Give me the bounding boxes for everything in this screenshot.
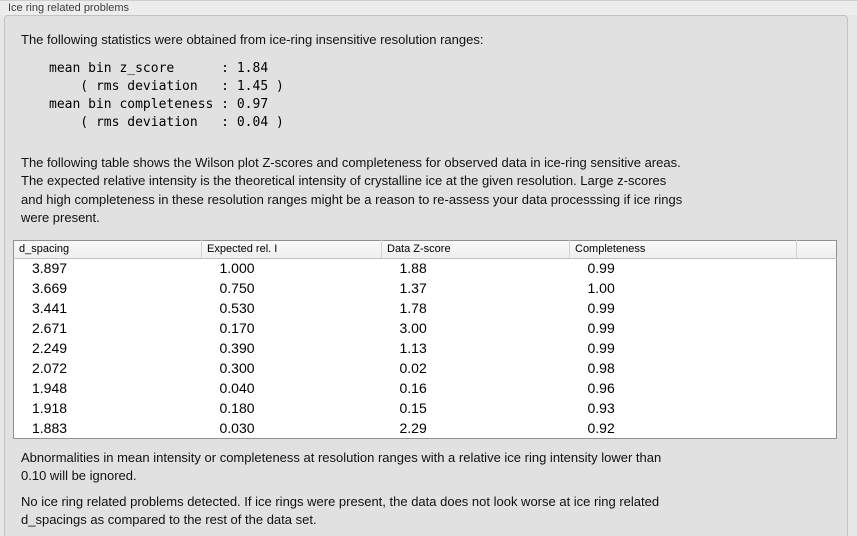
table-cell: 3.00 (399, 320, 427, 336)
table-cell: 0.99 (587, 260, 615, 277)
table-row[interactable]: 1.948 0.040 0.16 0.96 (14, 378, 837, 398)
column-header[interactable]: Data Z-score (381, 240, 570, 259)
table-cell (797, 338, 837, 358)
section-title: Ice ring related problems (8, 1, 130, 14)
column-header[interactable]: Completeness (569, 240, 797, 259)
ignore-note-text: Abnormalities in mean intensity or compl… (21, 449, 662, 484)
table-cell: 1.88 (399, 260, 427, 277)
ice-ring-panel: The following statistics were obtained f… (4, 15, 848, 536)
description-text: The following table shows the Wilson plo… (21, 154, 683, 226)
table-cell: 0.530 (219, 300, 255, 316)
table-cell (797, 398, 837, 418)
table-cell (797, 318, 837, 338)
table-cell (797, 418, 837, 438)
table-cell: 3.897 (32, 260, 68, 277)
table-row[interactable]: 2.072 0.300 0.02 0.98 (14, 358, 837, 378)
conclusion-text: No ice ring related problems detected. I… (21, 493, 660, 528)
table-row[interactable]: 1.883 0.030 2.29 0.92 (14, 418, 837, 438)
table-cell: 3.669 (32, 280, 68, 296)
column-header[interactable] (796, 240, 837, 259)
table-cell: 1.918 (32, 400, 68, 416)
column-header[interactable]: d_spacing (13, 240, 202, 259)
table-cell (797, 278, 837, 298)
table-row[interactable]: 3.897 1.000 1.88 0.99 (14, 258, 837, 278)
table-cell (797, 258, 837, 278)
table-cell: 0.92 (587, 419, 615, 436)
table-cell: 2.072 (32, 360, 68, 376)
table-cell: 1.78 (399, 300, 427, 316)
table-row[interactable]: 2.671 0.170 3.00 0.99 (14, 318, 837, 338)
table-cell: 0.300 (219, 360, 255, 376)
table-cell: 0.16 (399, 380, 427, 396)
table-row[interactable]: 1.918 0.180 0.15 0.93 (14, 398, 837, 418)
table-cell: 1.948 (32, 380, 68, 396)
table-body: 3.897 1.000 1.88 0.99 3.669 0.750 1.37 1.00 3.44… (14, 258, 837, 438)
table-cell: 0.99 (587, 320, 615, 336)
table-cell: 0.99 (587, 300, 615, 316)
table-cell: 0.98 (587, 360, 615, 376)
table-cell: 1.00 (587, 280, 615, 296)
table-head: d_spacing Expected rel. I Data Z-score Comp… (13, 240, 837, 259)
table-cell: 0.02 (399, 360, 427, 376)
table-cell: 0.180 (219, 400, 255, 416)
table-cell: 0.030 (219, 419, 255, 436)
table-cell: 1.000 (219, 260, 255, 277)
table-cell: 0.390 (219, 340, 255, 356)
table-cell: 0.96 (587, 380, 615, 396)
stats-block: mean bin z_score : 1.84 ( rms deviation … (49, 60, 284, 130)
table-row[interactable]: 3.669 0.750 1.37 1.00 (14, 278, 837, 298)
table-cell: 1.883 (32, 419, 68, 436)
intro-text: The following statistics were obtained f… (21, 32, 484, 47)
section-header: Ice ring related problems (0, 1, 857, 15)
table-row[interactable]: 3.441 0.530 1.78 0.99 (14, 298, 837, 318)
table-cell: 1.13 (399, 340, 427, 356)
table-cell (797, 358, 837, 378)
table-cell: 0.93 (587, 400, 615, 416)
table-cell: 0.040 (219, 380, 255, 396)
table-cell: 3.441 (32, 300, 68, 316)
table-cell: 0.170 (219, 320, 255, 336)
table-cell (797, 378, 837, 398)
table-cell: 2.249 (32, 340, 68, 356)
table-cell: 1.37 (399, 280, 427, 296)
table-cell: 0.15 (399, 400, 427, 416)
table-cell: 0.99 (587, 340, 615, 356)
table-cell: 2.671 (32, 320, 68, 336)
ice-ring-table: d_spacing Expected rel. I Data Z-score Comp… (13, 239, 837, 439)
table-cell: 0.750 (219, 280, 255, 296)
table-header-row: d_spacing Expected rel. I Data Z-score Comp… (13, 240, 837, 259)
table-row[interactable]: 2.249 0.390 1.13 0.99 (14, 338, 837, 358)
column-header[interactable]: Expected rel. I (201, 240, 382, 259)
table-cell: 2.29 (399, 419, 427, 436)
table-cell (797, 298, 837, 318)
